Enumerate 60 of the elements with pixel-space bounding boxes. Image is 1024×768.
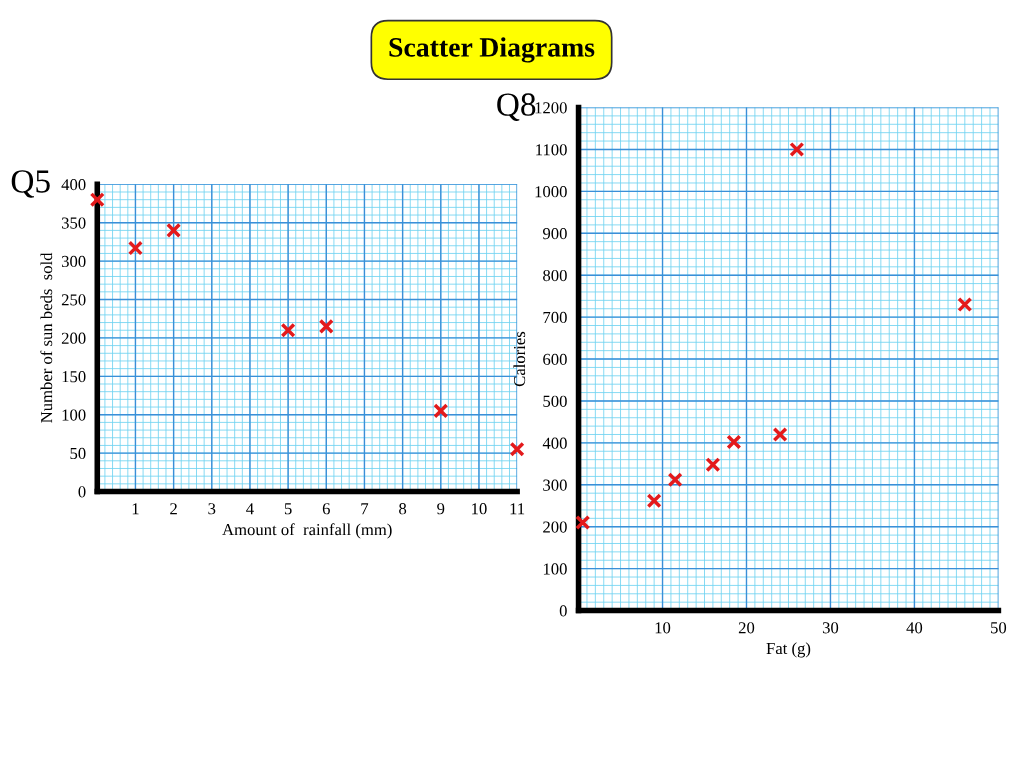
- y-tick-label: 1000: [535, 186, 567, 198]
- y-tick-label: 350: [61, 217, 86, 229]
- point: [957, 296, 973, 313]
- point: [89, 192, 105, 208]
- point: [318, 318, 334, 334]
- x-tick-label: 5: [284, 503, 292, 515]
- x-tick-label: 9: [437, 503, 445, 515]
- y-tick-label: 400: [61, 179, 86, 191]
- y-tick-label: 1200: [535, 102, 567, 114]
- point: [509, 441, 525, 457]
- x-tick-label: 4: [246, 503, 254, 515]
- y-axis-title: Number of sun beds sold: [40, 252, 53, 423]
- y-tick-label: 600: [543, 353, 567, 365]
- x-tick-label: 10: [472, 503, 487, 515]
- y-tick-label: 250: [61, 294, 86, 306]
- y-tick-label: 500: [543, 395, 567, 407]
- x-tick-label: 3: [208, 503, 216, 515]
- x-tick-label: 11: [510, 503, 525, 515]
- x-tick-label: 7: [361, 503, 369, 515]
- chart-title: Q5: [11, 170, 50, 198]
- point: [646, 493, 662, 509]
- x-tick-label: 50: [991, 622, 1007, 634]
- y-tick-label: 800: [543, 269, 567, 282]
- point: [705, 457, 721, 473]
- point: [726, 434, 742, 450]
- point: [127, 240, 143, 256]
- point: [667, 472, 683, 488]
- x-tick-label: 20: [738, 622, 755, 634]
- point: [166, 222, 182, 238]
- y-tick-label: 400: [542, 437, 567, 449]
- x-tick-label: 10: [655, 622, 671, 634]
- y-tick-label: 100: [543, 563, 567, 575]
- y-axis-title: Calories: [513, 331, 526, 387]
- y-tick-label: 150: [62, 371, 86, 383]
- y-tick-label: 300: [61, 255, 86, 268]
- x-axis-title: Fat (g): [766, 642, 811, 658]
- y-tick-label: 1100: [536, 144, 567, 156]
- x-tick-label: 30: [822, 622, 839, 634]
- y-tick-label: 200: [61, 332, 86, 344]
- y-tick-label: 0: [559, 605, 567, 617]
- x-axis-title: Amount of rainfall (mm): [222, 523, 392, 539]
- point: [789, 141, 805, 157]
- text: Scatter Diagrams: [389, 37, 595, 63]
- x-tick-label: 40: [906, 622, 923, 634]
- y-tick-label: 900: [542, 227, 567, 240]
- point: [433, 403, 449, 419]
- y-tick-label: 300: [543, 479, 567, 491]
- y-tick-label: 50: [70, 447, 86, 460]
- y-tick-label: 100: [62, 409, 86, 421]
- x-tick-label: 2: [170, 503, 177, 515]
- chart-title: Q8: [497, 93, 536, 121]
- point: [772, 426, 788, 443]
- x-tick-label: 6: [322, 503, 330, 515]
- y-tick-label: 700: [543, 311, 567, 324]
- x-tick-label: 1: [132, 503, 139, 515]
- x-tick-label: 8: [399, 503, 407, 515]
- y-tick-label: 200: [543, 521, 567, 533]
- point: [575, 514, 591, 531]
- y-tick-label: 0: [78, 486, 86, 498]
- point: [280, 322, 296, 338]
